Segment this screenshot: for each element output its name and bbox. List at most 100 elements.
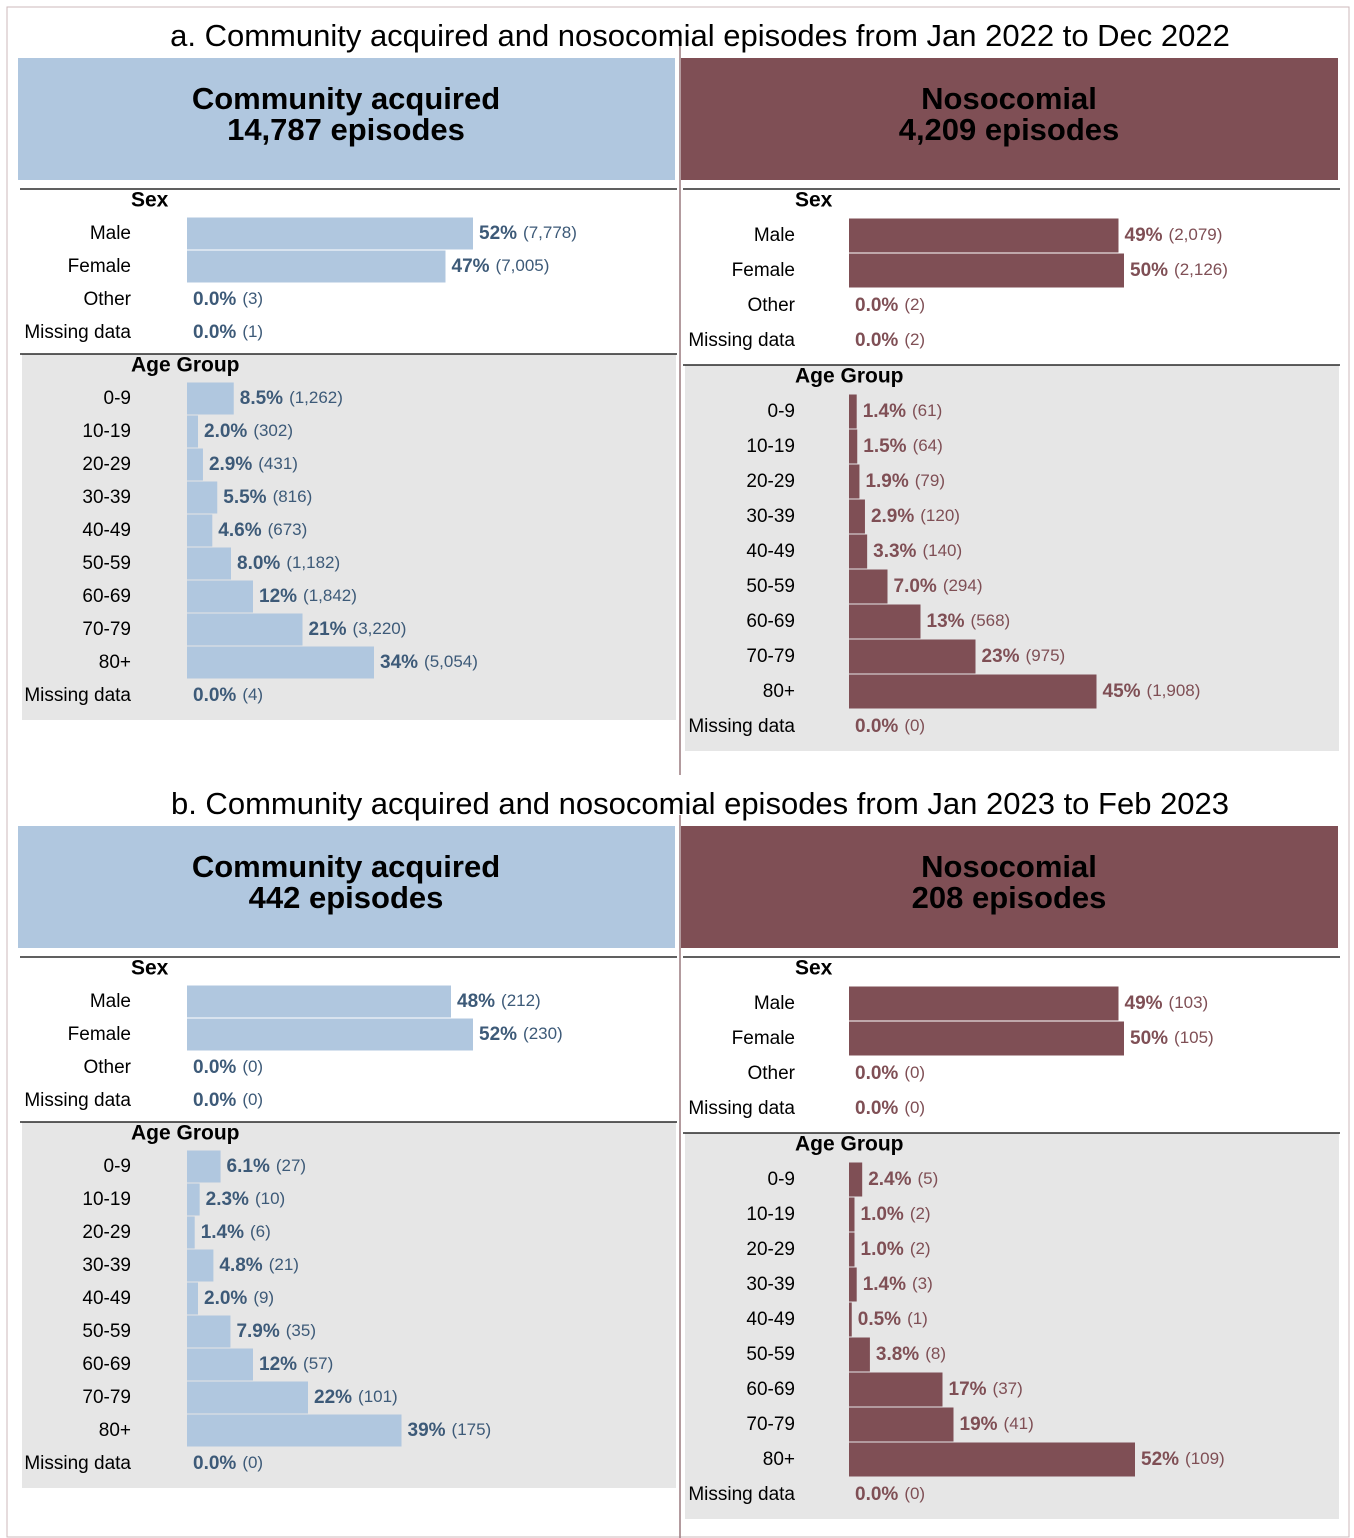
- count-label: (3): [242, 289, 263, 308]
- row-label: 60-69: [746, 611, 795, 632]
- value-label: 0.0% (2): [855, 330, 925, 351]
- row-label: 0-9: [768, 401, 795, 422]
- value-label: 52% (109): [1141, 1449, 1225, 1470]
- count-label: (61): [912, 401, 942, 420]
- percent-label: 0.0%: [193, 1090, 236, 1111]
- percent-label: 0.5%: [858, 1309, 901, 1330]
- value-label: 0.0% (0): [193, 1090, 263, 1111]
- count-label: (140): [922, 541, 962, 560]
- row-label: Female: [732, 260, 795, 281]
- value-label: 3.8% (8): [876, 1344, 946, 1365]
- percent-label: 13%: [927, 611, 965, 632]
- percent-label: 17%: [949, 1379, 987, 1400]
- count-label: (0): [242, 1090, 263, 1109]
- value-label: 17% (37): [949, 1379, 1023, 1400]
- bar: [187, 1249, 214, 1282]
- panel-title: Nosocomial: [921, 81, 1097, 116]
- count-label: (109): [1185, 1449, 1225, 1468]
- count-label: (1,842): [303, 586, 357, 605]
- bar: [849, 1267, 857, 1302]
- percent-label: 2.0%: [204, 1288, 247, 1309]
- row-label: 60-69: [82, 586, 131, 607]
- percent-label: 49%: [1125, 993, 1163, 1014]
- count-label: (1,262): [289, 388, 343, 407]
- value-label: 8.0% (1,182): [237, 553, 340, 574]
- row-label: Female: [68, 256, 131, 277]
- value-label: 0.0% (0): [855, 1484, 925, 1505]
- count-label: (64): [913, 436, 943, 455]
- count-label: (79): [915, 471, 945, 490]
- value-label: 3.3% (140): [873, 541, 962, 562]
- panel-title: Community acquired: [192, 849, 500, 884]
- bar: [187, 250, 446, 283]
- row-label: 20-29: [746, 471, 795, 492]
- percent-label: 4.8%: [219, 1255, 262, 1276]
- group-label: Age Group: [795, 1133, 904, 1156]
- count-label: (27): [276, 1156, 306, 1175]
- bar: [187, 481, 218, 514]
- row-label: Other: [747, 1063, 795, 1084]
- value-label: 1.0% (2): [861, 1239, 931, 1260]
- row-label: 80+: [99, 1420, 131, 1441]
- percent-label: 0.0%: [855, 295, 898, 316]
- percent-label: 52%: [1141, 1449, 1179, 1470]
- value-label: 1.4% (6): [201, 1222, 271, 1243]
- bar: [849, 253, 1124, 288]
- group-label: Age Group: [131, 354, 240, 377]
- percent-label: 1.4%: [863, 1274, 906, 1295]
- percent-label: 0.0%: [855, 1098, 898, 1119]
- row-label: Other: [83, 1057, 131, 1078]
- count-label: (10): [255, 1189, 285, 1208]
- count-label: (3,220): [353, 619, 407, 638]
- panel-subtitle: 442 episodes: [249, 880, 444, 915]
- value-label: 6.1% (27): [227, 1156, 307, 1177]
- row-label: 10-19: [746, 436, 795, 457]
- bar: [849, 1197, 855, 1232]
- bar: [187, 1348, 253, 1381]
- count-label: (1,908): [1147, 681, 1201, 700]
- bar: [187, 217, 473, 250]
- value-label: 52% (7,778): [479, 223, 577, 244]
- percent-label: 0.0%: [855, 716, 898, 737]
- value-label: 7.9% (35): [236, 1321, 316, 1342]
- bar: [849, 1302, 852, 1337]
- percent-label: 0.0%: [855, 1484, 898, 1505]
- count-label: (2): [904, 330, 925, 349]
- row-label: Missing data: [24, 322, 131, 343]
- row-label: Missing data: [24, 1090, 131, 1111]
- row-label: Missing data: [24, 685, 131, 706]
- row-label: 20-29: [82, 1222, 131, 1243]
- value-label: 50% (105): [1130, 1028, 1214, 1049]
- row-label: 10-19: [82, 421, 131, 442]
- count-label: (57): [303, 1354, 333, 1373]
- count-label: (294): [943, 576, 983, 595]
- count-label: (41): [1004, 1414, 1034, 1433]
- count-label: (2): [904, 295, 925, 314]
- value-label: 39% (175): [408, 1420, 492, 1441]
- percent-label: 34%: [380, 652, 418, 673]
- panel-header: [18, 826, 675, 948]
- group-label: Sex: [795, 189, 833, 212]
- bar: [187, 1216, 195, 1249]
- value-label: 0.0% (0): [855, 1063, 925, 1084]
- count-label: (2,079): [1169, 225, 1223, 244]
- percent-label: 2.9%: [871, 506, 914, 527]
- percent-label: 4.6%: [218, 520, 261, 541]
- row-label: 50-59: [82, 1321, 131, 1342]
- bar: [187, 415, 198, 448]
- percent-label: 12%: [259, 1354, 297, 1375]
- row-label: 30-39: [746, 506, 795, 527]
- value-label: 12% (57): [259, 1354, 333, 1375]
- percent-label: 19%: [960, 1414, 998, 1435]
- count-label: (7,778): [523, 223, 577, 242]
- row-label: 50-59: [746, 1344, 795, 1365]
- bar: [187, 580, 253, 613]
- bar: [849, 464, 860, 499]
- count-label: (175): [452, 1420, 492, 1439]
- percent-label: 0.0%: [193, 685, 236, 706]
- percent-label: 2.9%: [209, 454, 252, 475]
- percent-label: 1.4%: [201, 1222, 244, 1243]
- panel-title: Community acquired: [192, 81, 500, 116]
- value-label: 0.0% (3): [193, 289, 263, 310]
